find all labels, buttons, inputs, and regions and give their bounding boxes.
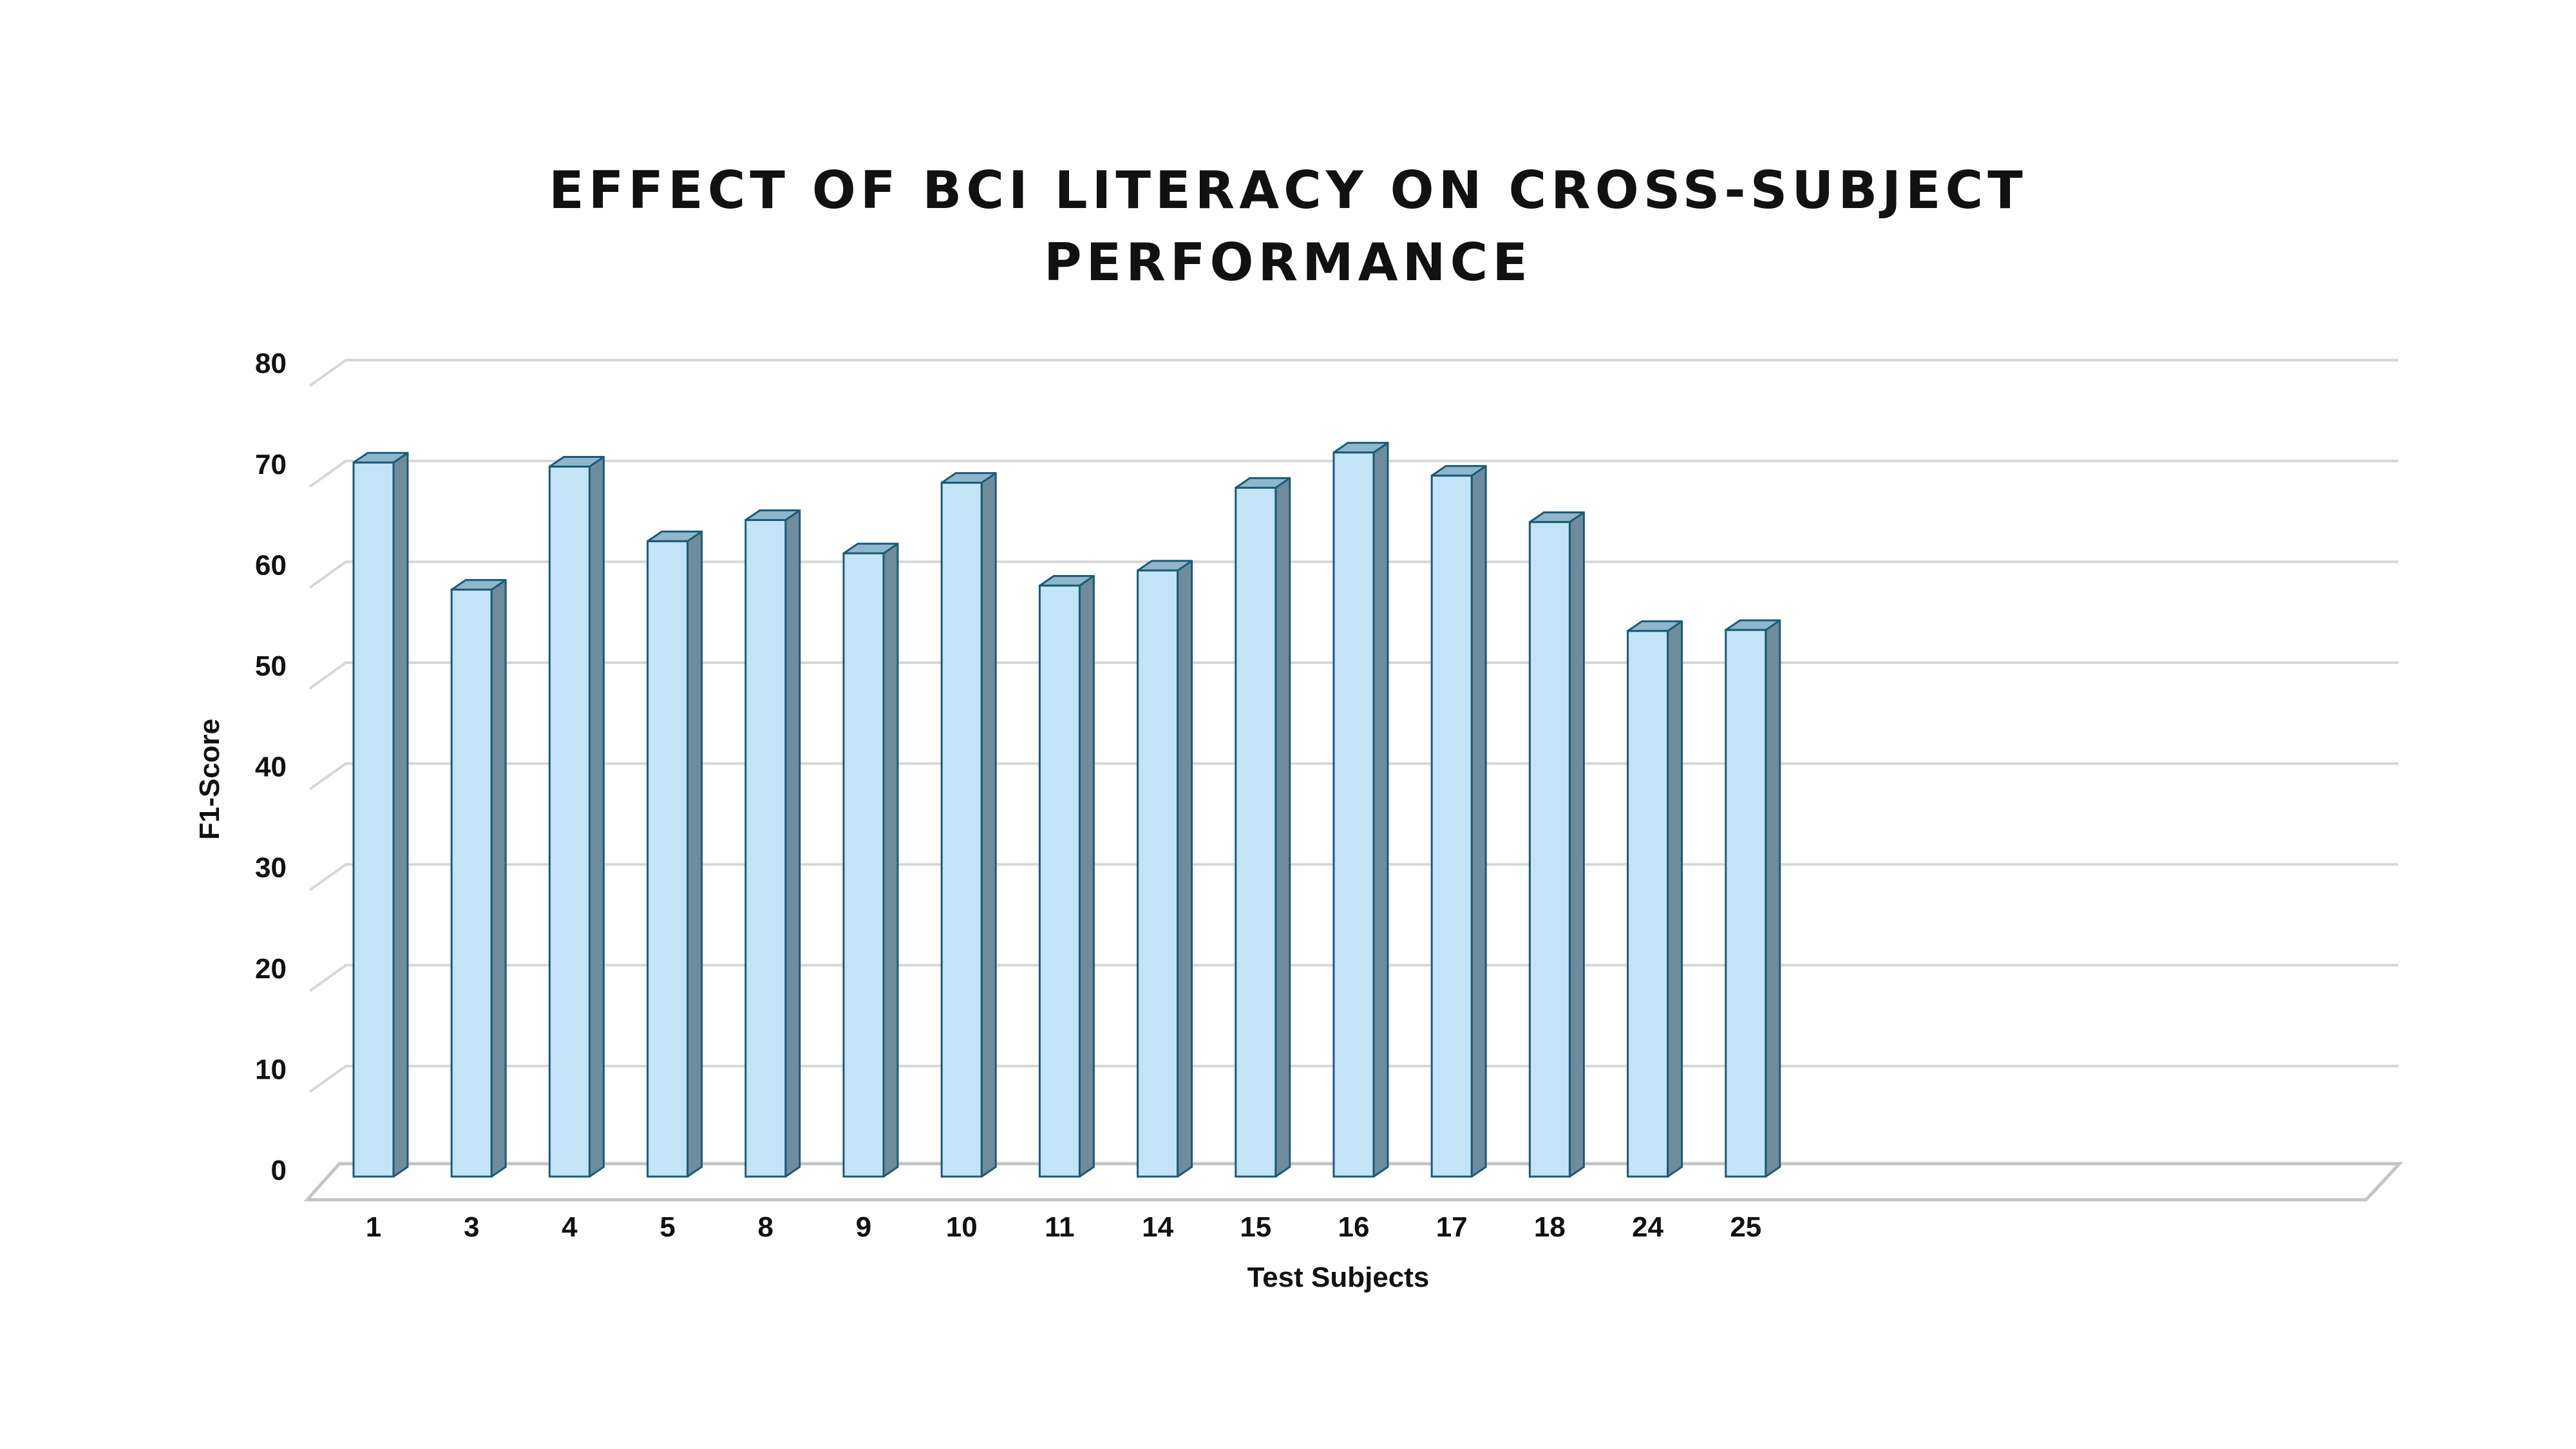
bar-front-face bbox=[744, 519, 787, 1178]
gridline bbox=[308, 863, 2398, 891]
bar-front-face bbox=[352, 461, 395, 1178]
bar-front-face bbox=[1038, 584, 1081, 1178]
bar-front-face bbox=[1725, 629, 1767, 1178]
gridline bbox=[308, 963, 2398, 992]
bar-side-face bbox=[1568, 511, 1585, 1178]
gridline bbox=[308, 359, 2398, 387]
y-tick-label: 10 bbox=[255, 1054, 287, 1085]
y-tick-label: 40 bbox=[255, 752, 287, 783]
gridline bbox=[308, 1065, 2398, 1094]
y-axis-title: F1-Score bbox=[194, 719, 225, 840]
x-tick-label: 18 bbox=[1534, 1211, 1566, 1243]
bar-side-face bbox=[490, 579, 507, 1178]
bar-side-face bbox=[784, 509, 801, 1178]
bar bbox=[1627, 620, 1683, 1178]
gridline bbox=[308, 762, 2398, 791]
bar-front-face bbox=[647, 540, 689, 1178]
bar bbox=[1430, 465, 1487, 1178]
chart-floor bbox=[303, 1162, 2403, 1202]
x-tick-label: 5 bbox=[659, 1211, 675, 1243]
bar bbox=[647, 530, 703, 1178]
bar-front-face bbox=[450, 589, 493, 1178]
bar-side-face bbox=[392, 451, 409, 1178]
bar-side-face bbox=[1274, 477, 1291, 1178]
bar bbox=[352, 451, 409, 1178]
bar-front-face bbox=[940, 482, 983, 1178]
bar bbox=[1038, 574, 1095, 1178]
bar-side-face bbox=[980, 472, 997, 1178]
gridline bbox=[308, 459, 2398, 488]
bar-front-face bbox=[1235, 486, 1277, 1178]
y-tick-label: 70 bbox=[255, 449, 287, 480]
bar-side-face bbox=[687, 530, 703, 1178]
bar bbox=[1137, 560, 1193, 1178]
y-tick-label: 0 bbox=[271, 1155, 287, 1186]
x-axis-title: Test Subjects bbox=[1247, 1262, 1430, 1293]
bar bbox=[1235, 477, 1291, 1178]
y-tick-label: 30 bbox=[255, 852, 287, 884]
bar-side-face bbox=[1470, 465, 1487, 1178]
bar-side-face bbox=[588, 456, 605, 1178]
bar-front-face bbox=[1137, 569, 1179, 1178]
bar-front-face bbox=[548, 466, 591, 1178]
y-tick-label: 60 bbox=[255, 549, 287, 581]
bar bbox=[1332, 442, 1389, 1178]
bar-front-face bbox=[1430, 475, 1473, 1178]
bar bbox=[744, 509, 801, 1178]
x-tick-label: 8 bbox=[758, 1211, 773, 1243]
bar bbox=[1725, 619, 1781, 1178]
bar-front-face bbox=[1627, 630, 1669, 1178]
gridline bbox=[308, 661, 2398, 690]
bar-front-face bbox=[1332, 451, 1375, 1178]
x-tick-label: 14 bbox=[1142, 1211, 1173, 1243]
chart-title-line-1: EFFECT OF BCI LITERACY ON CROSS-SUBJECT bbox=[549, 160, 2027, 220]
x-tick-label: 17 bbox=[1436, 1211, 1468, 1243]
bar-side-face bbox=[1372, 442, 1389, 1178]
bar bbox=[548, 456, 605, 1178]
bar bbox=[940, 472, 997, 1178]
x-tick-label: 15 bbox=[1240, 1211, 1271, 1243]
bar bbox=[1528, 511, 1585, 1178]
chart-title: EFFECT OF BCI LITERACY ON CROSS-SUBJECT … bbox=[0, 155, 2576, 299]
x-tick-label: 24 bbox=[1632, 1211, 1663, 1243]
x-tick-label: 3 bbox=[464, 1211, 479, 1243]
x-tick-label: 25 bbox=[1730, 1211, 1761, 1243]
x-tick-label: 1 bbox=[366, 1211, 381, 1243]
chart-title-line-2: PERFORMANCE bbox=[1044, 232, 1532, 292]
gridline bbox=[308, 560, 2398, 589]
x-tick-label: 11 bbox=[1045, 1211, 1075, 1243]
y-tick-label: 80 bbox=[255, 348, 287, 379]
chart-floor-plane bbox=[303, 1162, 2403, 1202]
x-tick-label: 9 bbox=[856, 1211, 871, 1243]
bar-front-face bbox=[842, 552, 885, 1178]
bar-side-face bbox=[1177, 560, 1193, 1178]
bar bbox=[450, 579, 507, 1178]
x-axis-ticks: 1 3 4 5 8 9 10 11 14 15 16 17 18 24 25 bbox=[366, 1211, 1762, 1243]
x-tick-label: 16 bbox=[1338, 1211, 1370, 1243]
bars bbox=[352, 442, 1781, 1178]
y-axis-ticks: 0 10 20 30 40 50 60 70 80 bbox=[255, 348, 287, 1186]
bar-side-face bbox=[1765, 619, 1781, 1178]
bar bbox=[842, 542, 899, 1178]
x-tick-label: 10 bbox=[946, 1211, 978, 1243]
bar-side-face bbox=[882, 542, 899, 1178]
y-tick-label: 20 bbox=[255, 953, 287, 985]
gridlines bbox=[308, 359, 2398, 1094]
bar-front-face bbox=[1528, 521, 1571, 1178]
bar-side-face bbox=[1667, 620, 1683, 1178]
y-tick-label: 50 bbox=[255, 650, 287, 682]
x-tick-label: 4 bbox=[562, 1211, 578, 1243]
bar-side-face bbox=[1078, 574, 1095, 1178]
